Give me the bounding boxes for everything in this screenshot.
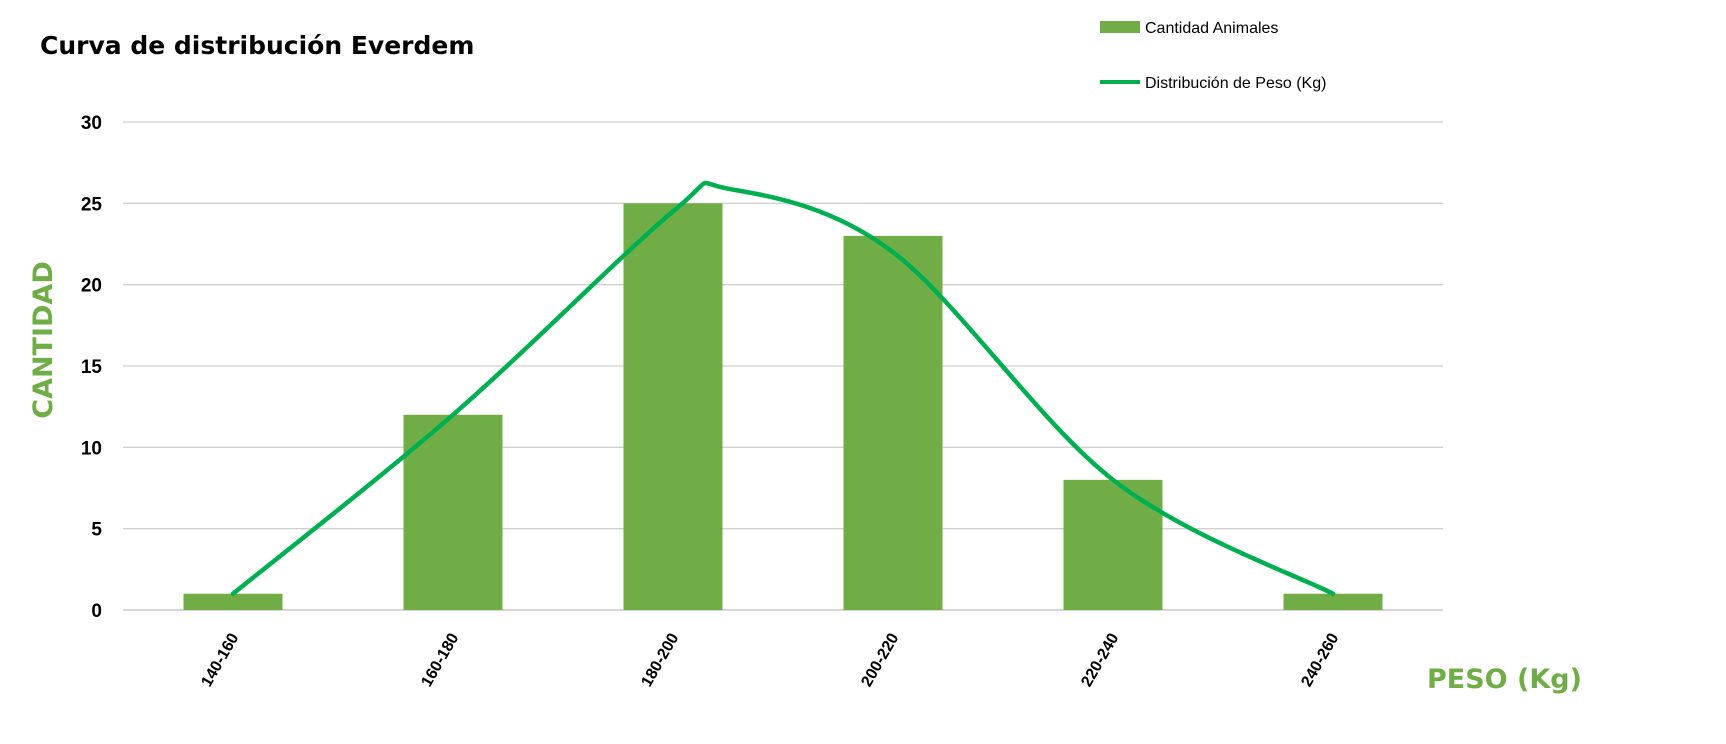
x-tick-label: 160-180 [418,630,462,689]
distribution-line [230,180,1336,596]
bar-series [183,203,1383,611]
bar [403,414,503,610]
legend: Cantidad Animales Distribución de Peso (… [1100,20,1326,92]
x-tick-label: 140-160 [198,630,242,689]
y-tick-label: 5 [91,520,102,541]
y-tick-label: 15 [81,357,103,378]
y-tick-label: 25 [81,194,103,215]
y-tick-label: 30 [81,113,102,134]
bar [1063,479,1163,610]
bar [623,203,723,611]
y-tick-label: 10 [81,438,102,459]
x-tick-label: 180-200 [638,630,682,689]
gridlines [123,121,1443,611]
bar [843,235,943,610]
x-tick-label: 240-260 [1298,630,1342,689]
bar [1283,593,1383,610]
x-axis-label: PESO (Kg) [1427,664,1582,695]
y-tick-label: 20 [81,276,102,297]
bar [183,593,283,610]
y-axis-label: CANTIDAD [28,261,59,419]
chart-title: Curva de distribución Everdem [40,31,474,60]
x-tick-label: 220-240 [1078,630,1122,689]
y-tick-label: 0 [91,601,102,622]
legend-label-line: Distribución de Peso (Kg) [1145,75,1326,92]
line-series [230,180,1336,596]
x-tick-label: 200-220 [858,630,902,689]
legend-swatch-bar [1100,21,1140,33]
x-tick-labels: 140-160 160-180 180-200 200-220 220-240 240-2… [198,630,1342,689]
y-tick-labels: 0 5 10 15 20 25 30 [81,113,103,622]
legend-label-bar: Cantidad Animales [1145,20,1278,37]
